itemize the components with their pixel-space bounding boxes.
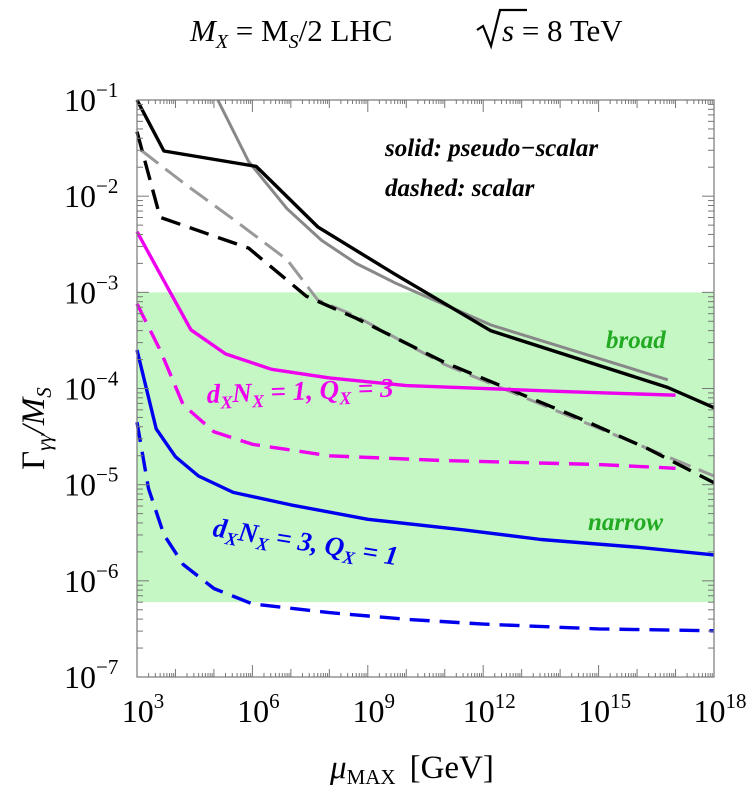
y-tick-label: 10−1 <box>64 78 118 118</box>
series-gray-solid <box>216 99 669 382</box>
band-label-narrow: narrow <box>588 509 663 536</box>
bands-layer <box>137 292 714 603</box>
y-tick-labels: 10−7 10−6 10−5 10−4 10−3 10−2 10−1 <box>64 78 119 695</box>
y-tick-label: 10−5 <box>64 463 118 503</box>
y-tick-label: 10−7 <box>64 655 118 695</box>
annotation-magenta: dXNX = 1, QX = 3 <box>206 372 394 412</box>
y-tick-label: 10−4 <box>64 367 119 407</box>
series-magenta-solid <box>135 230 676 397</box>
y-tick-label: 10−3 <box>64 270 118 310</box>
x-tick-label: 1012 <box>463 689 516 729</box>
chart-title: MX = MS/2 LHC s = 8 TeV <box>189 8 623 53</box>
legend-dashed: dashed: scalar <box>385 175 535 202</box>
band-label-broad: broad <box>606 327 666 354</box>
series-magenta-dashed <box>135 303 676 470</box>
legend-solid: solid: pseudo−scalar <box>384 135 598 162</box>
ticks-layer <box>136 99 715 678</box>
x-tick-labels: 103 106 109 1012 1015 1018 <box>122 689 747 729</box>
green-band <box>137 292 714 603</box>
y-axis-label: Γγγ/MS <box>16 387 56 470</box>
title-text: MX = MS/2 LHC <box>189 13 392 53</box>
series-blue-dashed <box>135 421 715 633</box>
y-tick-label: 10−2 <box>64 174 118 214</box>
x-tick-label: 103 <box>122 689 165 729</box>
x-tick-label: 1015 <box>578 689 631 729</box>
x-tick-label: 1018 <box>694 689 747 729</box>
y-tick-label: 10−6 <box>64 559 118 599</box>
sqrt-symbol <box>476 8 527 50</box>
series-black-solid <box>135 99 715 410</box>
x-axis-label: μMAX [GeV] <box>329 750 494 786</box>
x-tick-label: 106 <box>237 689 280 729</box>
series-blue-solid <box>135 349 715 557</box>
series-layer <box>135 99 715 633</box>
title-sqrt-arg: s = 8 TeV <box>502 13 623 48</box>
series-black-dashed <box>135 131 715 485</box>
series-gray-dashed <box>139 148 715 478</box>
x-tick-label: 109 <box>353 689 396 729</box>
